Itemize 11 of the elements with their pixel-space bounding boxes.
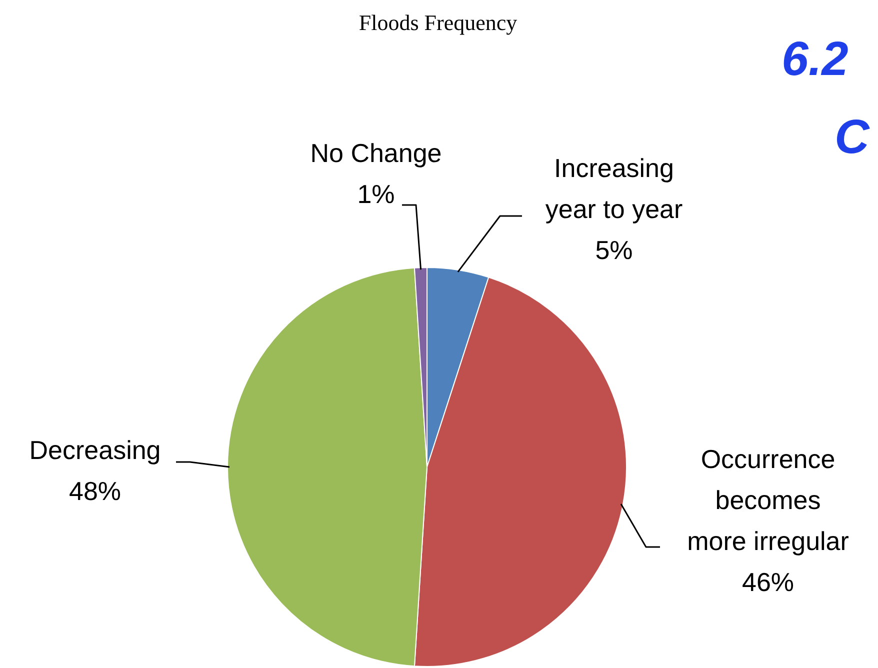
slice-label: Increasing year to year	[545, 153, 683, 224]
data-label: 46%	[742, 567, 794, 598]
slice-label: No Change	[310, 138, 442, 168]
data-label: 5%	[595, 235, 633, 266]
chart-title: Floods Frequency	[358, 10, 518, 35]
data-label: 48%	[68, 476, 122, 506]
text: 6.2	[782, 33, 849, 86]
slice-label: Occurrence becomes more irregular	[687, 444, 850, 556]
text: C	[834, 111, 871, 164]
data-label: 1%	[357, 179, 395, 210]
slice-label: Decreasing	[29, 435, 161, 466]
